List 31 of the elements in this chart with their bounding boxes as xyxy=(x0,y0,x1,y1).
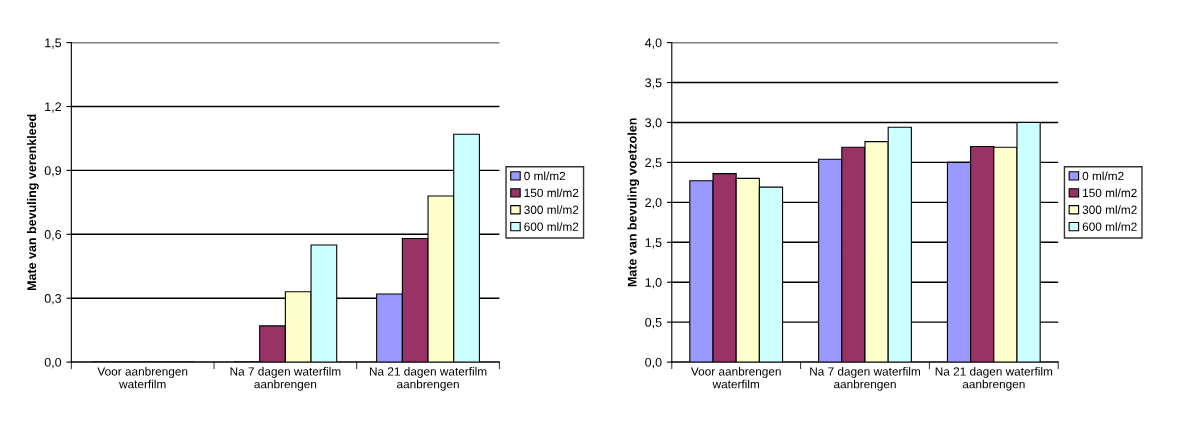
y-tick-label: 3,5 xyxy=(645,78,662,89)
legend-label: 150 ml/m2 xyxy=(1083,188,1137,198)
y-tick-label: 0,5 xyxy=(645,317,662,329)
y-axis-title: Mate van bevuling voetzolen xyxy=(627,118,640,287)
y-tick-label: 3,0 xyxy=(645,118,662,129)
y-tick-label: 1,5 xyxy=(645,238,662,249)
legend-label: 300 ml/m2 xyxy=(524,205,579,214)
y-tick-label: 2,0 xyxy=(645,198,662,209)
x-tick-label: Na 7 dagen waterfilm aanbrengen xyxy=(230,366,341,391)
legend-label: 600 ml/m2 xyxy=(1082,222,1137,231)
x-tick-label: Na 21 dagen waterfilm aanbrengen xyxy=(369,366,487,391)
y-tick-label: 0,0 xyxy=(645,357,662,369)
legend-label: 0 ml/m2 xyxy=(1082,171,1124,181)
x-tick-label: Voor aanbrengen waterfilm xyxy=(97,366,188,389)
legend-label: 600 ml/m2 xyxy=(524,222,579,231)
y-tick-label: 0,3 xyxy=(44,294,62,305)
y-tick-label: 2,5 xyxy=(645,158,662,169)
y-tick-label: 1,0 xyxy=(645,278,662,289)
y-tick-label: 1,2 xyxy=(45,102,61,113)
y-tick-label: 0,6 xyxy=(44,230,62,241)
legend-label: 300 ml/m2 xyxy=(1082,205,1137,214)
y-axis-title: Mate van bevuling verenkleed xyxy=(26,114,39,291)
x-tick-label: Na 21 dagen waterfilm aanbrengen xyxy=(935,366,1053,391)
y-tick-label: 0,9 xyxy=(44,166,62,177)
y-tick-label: 1,5 xyxy=(45,38,62,49)
y-tick-label: 4,0 xyxy=(644,38,662,49)
x-tick-label: Voor aanbrengen waterfilm xyxy=(690,366,781,389)
legend-label: 0 ml/m2 xyxy=(524,171,566,181)
legend-label: 150 ml/m2 xyxy=(524,188,579,198)
y-tick-label: 0,0 xyxy=(44,357,62,369)
x-tick-label: Na 7 dagen waterfilm aanbrengen xyxy=(810,366,920,391)
